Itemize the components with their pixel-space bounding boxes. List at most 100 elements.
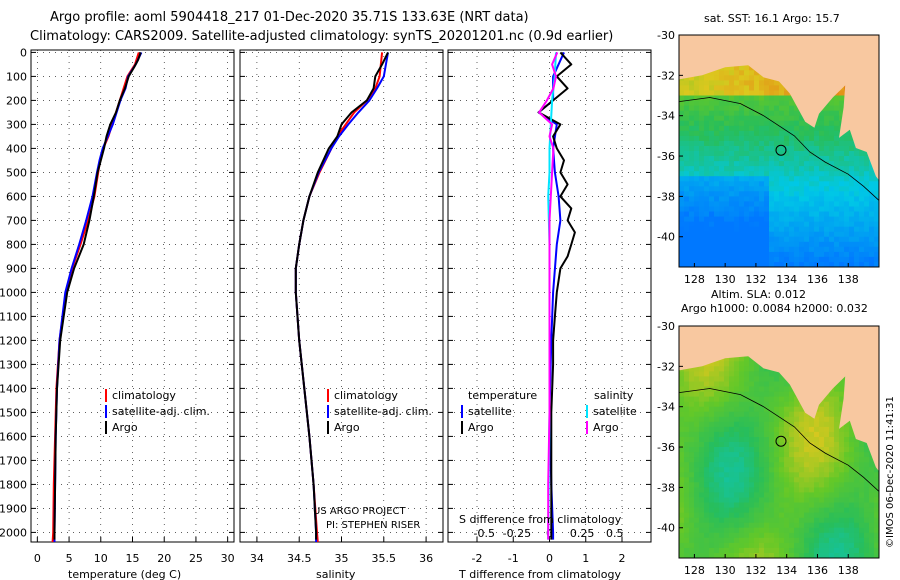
field-cell: [784, 431, 790, 438]
field-cell: [729, 95, 735, 101]
field-cell: [704, 262, 710, 268]
field-cell: [854, 542, 860, 549]
field-cell: [849, 542, 855, 549]
field-cell: [784, 401, 790, 408]
field-cell: [749, 206, 755, 212]
field-cell: [714, 130, 720, 137]
field-cell: [694, 462, 700, 468]
field-cell: [789, 431, 795, 438]
field-cell: [704, 251, 710, 258]
field-cell: [864, 201, 870, 207]
field-cell: [709, 396, 715, 403]
field-cell: [684, 416, 690, 423]
field-cell: [724, 151, 730, 157]
field-cell: [699, 181, 705, 187]
field-cell: [804, 411, 810, 418]
field-cell: [794, 115, 800, 122]
field-cell: [684, 95, 690, 101]
field-cell: [839, 401, 845, 408]
field-cell: [749, 507, 755, 514]
field-cell: [704, 472, 710, 478]
field-cell: [719, 542, 725, 549]
field-cell: [684, 421, 690, 428]
field-cell: [804, 426, 810, 433]
field-cell: [774, 431, 780, 438]
field-cell: [724, 80, 730, 86]
field-cell: [734, 542, 740, 549]
field-cell: [729, 201, 735, 207]
field-cell: [759, 251, 765, 258]
field-cell: [794, 176, 800, 182]
field-cell: [694, 411, 700, 418]
map-lat-label: -30: [657, 320, 675, 333]
field-cell: [689, 161, 695, 167]
series-line-argo: [53, 52, 142, 540]
field-cell: [804, 502, 810, 508]
field-cell: [719, 120, 725, 127]
map-lat-label: -32: [657, 69, 675, 82]
field-cell: [729, 140, 735, 147]
field-cell: [754, 437, 760, 443]
legend-argo: Argo: [112, 421, 138, 434]
field-cell: [729, 115, 735, 122]
field-cell: [749, 437, 755, 443]
field-cell: [724, 411, 730, 418]
field-cell: [809, 196, 815, 202]
field-cell: [834, 191, 840, 197]
field-cell: [689, 437, 695, 443]
field-cell: [739, 482, 745, 488]
field-cell: [769, 186, 775, 192]
field-cell: [744, 426, 750, 433]
field-cell: [739, 371, 745, 377]
field-cell: [874, 211, 880, 217]
field-cell: [819, 176, 825, 182]
field-cell: [804, 416, 810, 423]
field-cell: [774, 241, 780, 248]
field-cell: [714, 522, 720, 529]
field-cell: [864, 527, 870, 534]
field-cell: [739, 532, 745, 539]
map-lat-label: -30: [657, 29, 675, 42]
field-cell: [724, 507, 730, 514]
field-cell: [684, 542, 690, 549]
field-cell: [809, 241, 815, 248]
field-cell: [874, 262, 880, 268]
field-cell: [754, 216, 760, 223]
field-cell: [689, 487, 695, 493]
field-cell: [769, 502, 775, 508]
field-cell: [744, 206, 750, 212]
field-cell: [709, 391, 715, 398]
field-cell: [724, 497, 730, 503]
field-cell: [729, 85, 735, 91]
field-cell: [849, 507, 855, 514]
field-cell: [819, 522, 825, 529]
field-cell: [719, 171, 725, 177]
field-cell: [804, 467, 810, 473]
field-cell: [709, 517, 715, 524]
x-tick-label: -1: [508, 552, 519, 565]
field-cell: [864, 256, 870, 263]
field-cell: [769, 386, 775, 392]
field-cell: [839, 251, 845, 258]
field-cell: [864, 206, 870, 212]
field-cell: [679, 502, 685, 508]
field-cell: [759, 431, 765, 438]
field-cell: [729, 216, 735, 223]
field-cell: [694, 191, 700, 197]
field-cell: [749, 196, 755, 202]
field-cell: [684, 176, 690, 182]
field-cell: [689, 105, 695, 112]
field-cell: [774, 467, 780, 473]
x-tick-label: 5: [66, 552, 73, 565]
field-cell: [734, 115, 740, 122]
field-cell: [844, 251, 850, 258]
temperature-panel: 0100200300400500600700800900100011001200…: [0, 46, 235, 580]
field-cell: [739, 512, 745, 519]
field-cell: [854, 502, 860, 508]
field-cell: [754, 100, 760, 107]
x-tick-label: 35.5: [372, 552, 397, 565]
field-cell: [754, 467, 760, 473]
field-cell: [819, 196, 825, 202]
field-cell: [689, 472, 695, 478]
field-cell: [689, 156, 695, 162]
